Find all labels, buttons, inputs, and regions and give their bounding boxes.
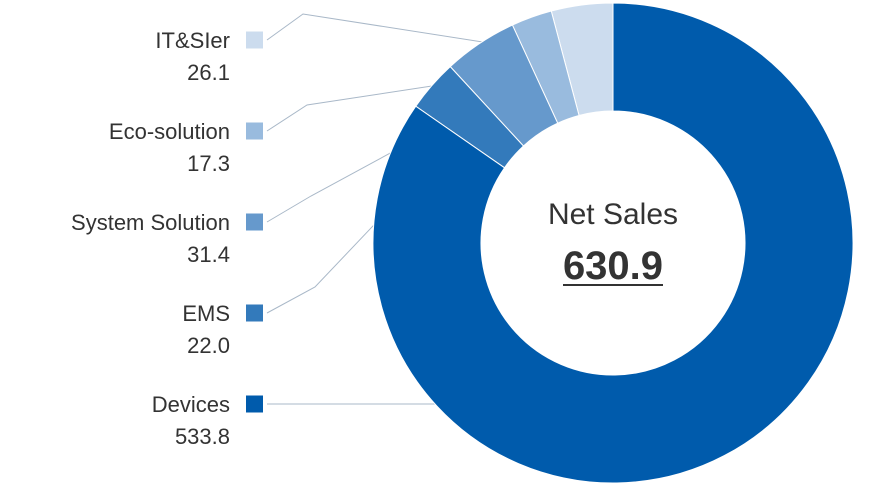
legend-swatch-devices: [246, 395, 263, 413]
legend-swatch-eco-solution: [246, 122, 263, 140]
donut-center: Net Sales 630.9: [548, 198, 678, 288]
legend-name-it-sier: IT&SIer: [155, 28, 230, 53]
legend-value-ems: 22.0: [187, 333, 230, 358]
legend-value-devices: 533.8: [175, 424, 230, 449]
legend-name-eco-solution: Eco-solution: [109, 119, 230, 144]
center-label: Net Sales: [548, 198, 678, 231]
legend-swatch-system-solution: [246, 213, 263, 231]
legend: IT&SIer 26.1 Eco-solution 17.3 System Soluti…: [71, 28, 263, 449]
legend-value-eco-solution: 17.3: [187, 151, 230, 176]
slice-devices: [372, 2, 854, 484]
legend-name-system-solution: System Solution: [71, 210, 230, 235]
legend-name-devices: Devices: [152, 392, 230, 417]
legend-swatch-ems: [246, 304, 263, 322]
center-value: 630.9: [563, 244, 663, 288]
legend-name-ems: EMS: [182, 301, 230, 326]
legend-swatch-it-sier: [246, 31, 263, 49]
donut-slices: [372, 2, 854, 484]
legend-value-it-sier: 26.1: [187, 60, 230, 85]
legend-value-system-solution: 31.4: [187, 242, 230, 267]
